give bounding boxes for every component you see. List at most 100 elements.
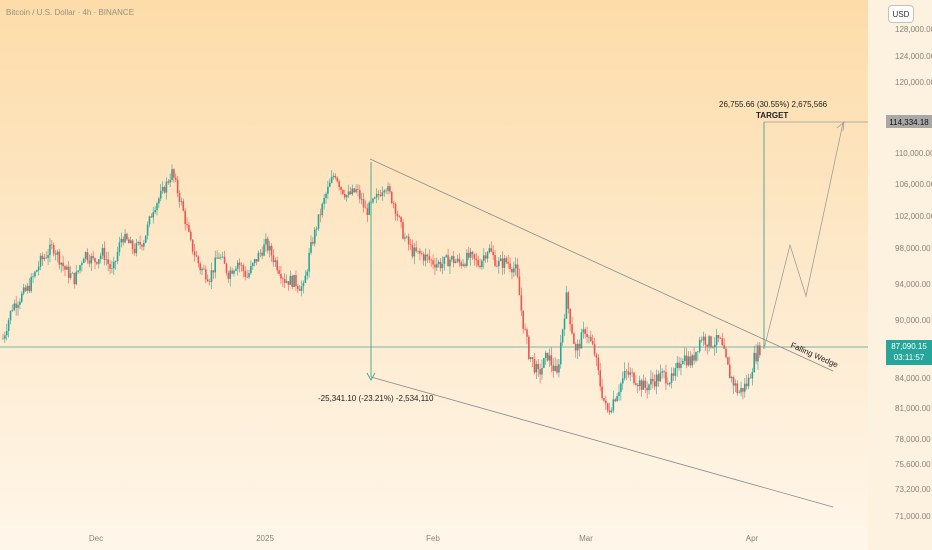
candle [167,179,170,185]
candle [293,274,295,288]
candle [742,387,744,400]
candle [621,371,624,390]
candle [501,251,504,275]
candle [105,252,108,266]
candle [176,175,179,198]
candle [402,219,404,240]
wedge-lower-line[interactable] [370,376,834,508]
candle [610,407,613,414]
candle [111,260,113,274]
candle [576,339,579,360]
candle [75,264,78,286]
candle [601,378,603,401]
candle [698,336,701,354]
candle [667,377,669,386]
candle [146,221,149,240]
candle [687,351,690,367]
candle [109,260,111,275]
symbol-title: Bitcoin / U.S. Dollar · 4h · BINANCE [6,8,135,17]
candle [648,383,650,395]
candle [419,247,421,261]
candle [668,381,671,387]
candle [449,257,451,275]
candle [394,202,397,221]
candle [708,334,710,352]
projection-path[interactable] [763,122,844,350]
candle [445,253,448,258]
candle [710,335,712,349]
candle [300,280,303,297]
candle [685,348,688,369]
candle [689,351,692,369]
candle [272,248,275,267]
price-axis-bg [868,0,932,550]
candle [526,327,528,345]
drawings[interactable]: -25,341.10 (-23.21%) -2,534,110 26,755.66… [318,100,886,508]
candle [171,164,173,182]
candle [278,266,280,276]
time-tick-label: Feb [426,534,440,543]
candle [723,337,725,349]
candle [178,190,181,208]
candle [383,189,386,197]
candle [558,359,560,378]
candle [663,369,665,379]
candle [343,189,346,200]
candle [441,256,444,275]
candle [199,261,201,275]
candle [235,266,237,272]
candle [327,180,329,200]
price-tick-label: 98,000.00 [895,244,931,253]
candle [757,342,759,370]
candle [411,239,414,259]
time-tick-label: 2025 [256,534,274,543]
candle [244,266,247,281]
price-tick-label: 81,000.00 [895,404,931,413]
candle [349,186,352,196]
price-axis[interactable]: 128,000.00 124,000.00 120,000.00 110,000.00… [868,0,932,550]
candle [323,193,325,210]
candle [396,210,399,222]
candle [434,258,436,275]
candle [73,272,76,289]
time-tick-label: Apr [746,534,759,543]
target-price-badge[interactable] [886,115,932,128]
candle [180,197,183,206]
candle [5,323,8,341]
candle [13,299,16,312]
price-tick-label: 90,000.00 [895,316,931,325]
candle [30,273,32,294]
candle [458,253,461,267]
candle [37,261,40,276]
time-axis[interactable]: Dec 2025 Feb Mar Apr [89,534,759,543]
candle [700,336,703,343]
candles [2,164,761,415]
wedge-upper-line[interactable] [369,158,834,372]
candle [88,254,91,268]
price-tick-label: 102,000.00 [895,212,932,221]
candle [379,189,382,198]
candle [364,200,367,209]
candle [486,251,489,263]
candle [422,251,425,266]
candle [651,372,654,389]
candle [22,283,25,296]
candle [92,250,94,261]
candle [623,362,626,381]
candle [60,262,63,273]
candle [635,375,637,387]
candle [227,270,230,283]
candle [697,351,699,361]
candle [107,251,109,272]
candle [466,249,468,268]
candle [24,284,27,293]
current-price-badge[interactable] [886,340,932,365]
candle [86,248,89,264]
candle [702,331,705,346]
currency-button[interactable]: USD [888,5,914,23]
candle [94,257,96,270]
candle [90,253,93,272]
candle [514,257,517,276]
